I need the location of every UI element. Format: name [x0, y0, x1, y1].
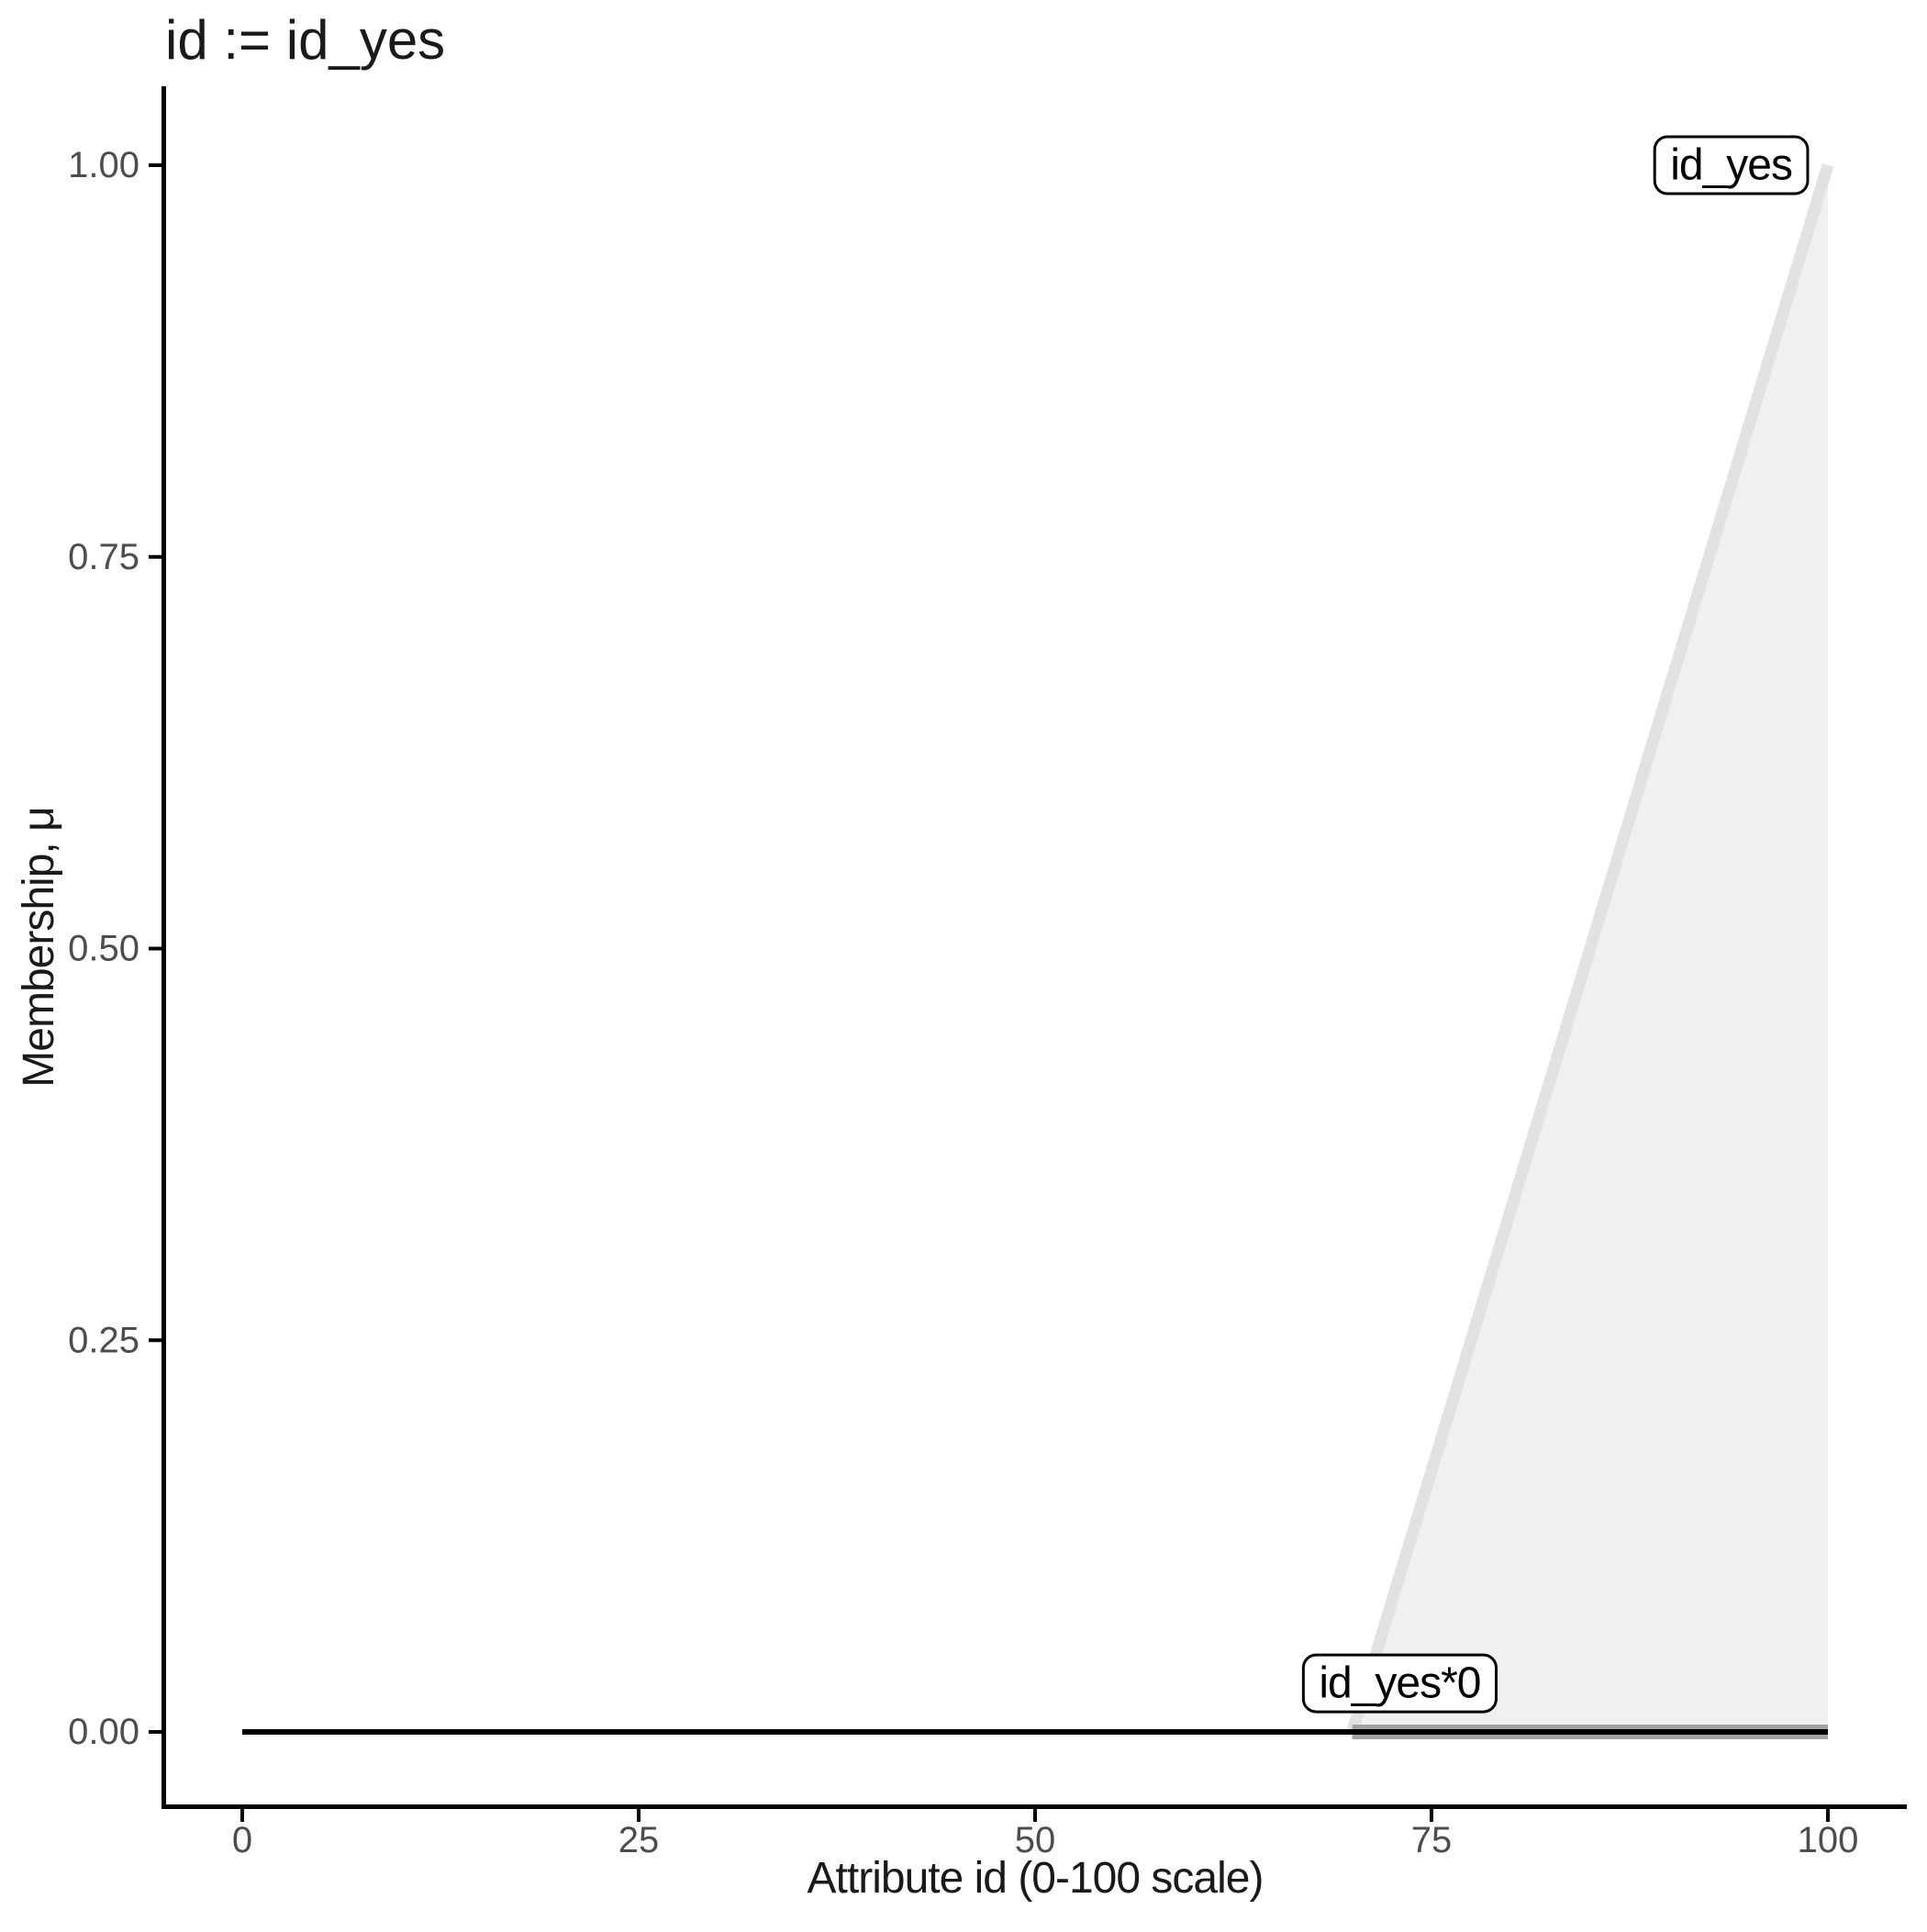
x-tick-label: 0	[232, 1820, 252, 1860]
annotation-text: id_yes	[1670, 141, 1792, 190]
x-tick-label: 25	[618, 1820, 660, 1860]
chart-title: id := id_yes	[165, 9, 445, 71]
x-tick-label: 75	[1411, 1820, 1453, 1860]
series-line-id_yes	[1346, 163, 1834, 1734]
x-tick-label: 100	[1798, 1820, 1859, 1860]
annotation-box	[1301, 1653, 1498, 1714]
axes: 0 25 50 75 100 0.00 0.25 0.50 0.75 1.00	[68, 86, 1907, 1860]
y-tick-label: 0.75	[68, 537, 139, 577]
y-axis-title: Membership, μ	[15, 807, 63, 1087]
annotation-labels: id_yes id_yes*0	[1301, 135, 1810, 1714]
y-tick-label: 0.25	[68, 1320, 139, 1360]
annotation-box	[1653, 135, 1810, 195]
x-axis-title: Attribute id (0-100 scale)	[808, 1854, 1264, 1903]
annotation: id_yes	[1653, 135, 1810, 195]
y-tick-label: 0.50	[68, 929, 139, 969]
series-layer	[242, 163, 1834, 1739]
y-tick-label: 1.00	[68, 145, 139, 185]
y-tick-label: 0.00	[68, 1712, 139, 1752]
x-tick-label: 50	[1015, 1820, 1056, 1860]
annotation-text: id_yes*0	[1319, 1659, 1480, 1708]
x-axis-ticks: 0 25 50 75 100	[232, 1809, 1859, 1860]
y-axis-ticks: 0.00 0.25 0.50 0.75 1.00	[68, 145, 162, 1752]
annotation: id_yes*0	[1301, 1653, 1498, 1714]
